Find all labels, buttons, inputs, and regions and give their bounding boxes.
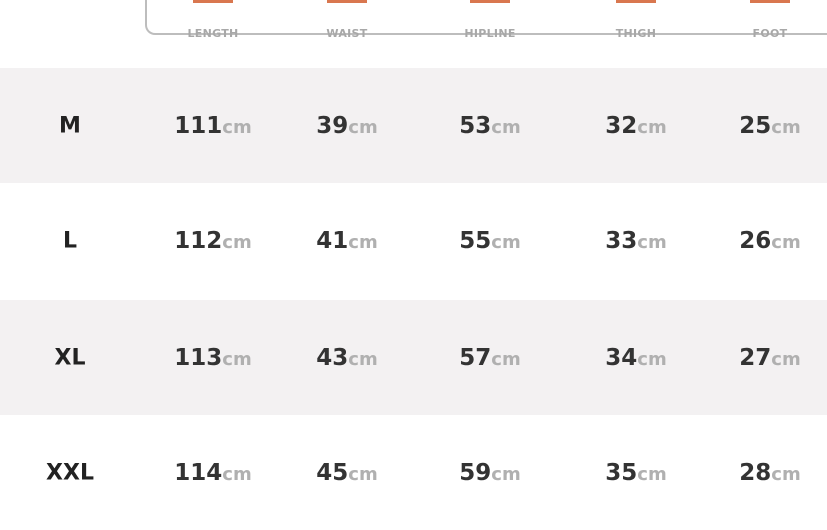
measurement-value: 113 <box>174 344 223 371</box>
measurement-cell: 35cm <box>605 460 666 486</box>
unit-label: cm <box>771 463 801 485</box>
header-accent-mark <box>193 0 233 3</box>
measurement-cell: 28cm <box>739 460 800 486</box>
unit-label: cm <box>637 463 667 485</box>
unit-label: cm <box>491 348 521 370</box>
header-label: HIPLINE <box>464 27 516 40</box>
measurement-value: 53 <box>459 112 492 139</box>
measurement-cell: 111cm <box>174 113 251 139</box>
column-header <box>145 0 827 35</box>
measurement-value: 28 <box>739 459 772 486</box>
measurement-value: 111 <box>174 112 223 139</box>
unit-label: cm <box>348 348 378 370</box>
unit-label: cm <box>222 463 252 485</box>
measurement-value: 33 <box>605 227 638 254</box>
measurement-value: 26 <box>739 227 772 254</box>
header-accent-mark <box>616 0 656 3</box>
measurement-cell: 59cm <box>459 460 520 486</box>
table-row: L 112cm 41cm 55cm 33cm 26cm <box>0 183 827 298</box>
measurement-value: 114 <box>174 459 223 486</box>
measurement-value: 57 <box>459 344 492 371</box>
measurement-cell: 25cm <box>739 113 800 139</box>
header-accent-mark <box>327 0 367 3</box>
measurement-cell: 39cm <box>316 113 377 139</box>
measurement-cell: 112cm <box>174 228 251 254</box>
measurement-value: 43 <box>316 344 349 371</box>
measurement-value: 34 <box>605 344 638 371</box>
measurement-value: 41 <box>316 227 349 254</box>
measurement-value: 27 <box>739 344 772 371</box>
measurement-cell: 33cm <box>605 228 666 254</box>
table-row: XXL 114cm 45cm 59cm 35cm 28cm <box>0 415 827 530</box>
measurement-cell: 34cm <box>605 345 666 371</box>
unit-label: cm <box>637 231 667 253</box>
size-label: M <box>59 113 81 138</box>
unit-label: cm <box>637 348 667 370</box>
header-accent-mark <box>470 0 510 3</box>
unit-label: cm <box>491 231 521 253</box>
table-row: M 111cm 39cm 53cm 32cm 25cm <box>0 68 827 183</box>
measurement-cell: 45cm <box>316 460 377 486</box>
size-label: XL <box>54 345 86 370</box>
unit-label: cm <box>771 348 801 370</box>
size-label: L <box>62 228 78 253</box>
measurement-cell: 57cm <box>459 345 520 371</box>
unit-label: cm <box>222 348 252 370</box>
table-row: XL 113cm 43cm 57cm 34cm 27cm <box>0 300 827 415</box>
measurement-cell: 27cm <box>739 345 800 371</box>
unit-label: cm <box>222 231 252 253</box>
unit-label: cm <box>222 116 252 138</box>
size-label: XXL <box>46 460 94 485</box>
header-label: WAIST <box>326 27 368 40</box>
unit-label: cm <box>348 231 378 253</box>
measurement-value: 35 <box>605 459 638 486</box>
measurement-value: 59 <box>459 459 492 486</box>
unit-label: cm <box>491 463 521 485</box>
measurement-cell: 32cm <box>605 113 666 139</box>
measurement-value: 25 <box>739 112 772 139</box>
measurement-value: 39 <box>316 112 349 139</box>
header-label: FOOT <box>752 27 788 40</box>
measurement-cell: 41cm <box>316 228 377 254</box>
unit-label: cm <box>771 116 801 138</box>
measurement-cell: 114cm <box>174 460 251 486</box>
measurement-cell: 113cm <box>174 345 251 371</box>
header-label: THIGH <box>615 27 657 40</box>
header-accent-mark <box>750 0 790 3</box>
unit-label: cm <box>348 463 378 485</box>
measurement-cell: 55cm <box>459 228 520 254</box>
measurement-value: 32 <box>605 112 638 139</box>
measurement-value: 55 <box>459 227 492 254</box>
measurement-cell: 26cm <box>739 228 800 254</box>
measurement-value: 112 <box>174 227 223 254</box>
measurement-value: 45 <box>316 459 349 486</box>
measurement-cell: 53cm <box>459 113 520 139</box>
unit-label: cm <box>771 231 801 253</box>
measurement-cell: 43cm <box>316 345 377 371</box>
header-label: LENGTH <box>187 27 239 40</box>
unit-label: cm <box>348 116 378 138</box>
unit-label: cm <box>637 116 667 138</box>
unit-label: cm <box>491 116 521 138</box>
